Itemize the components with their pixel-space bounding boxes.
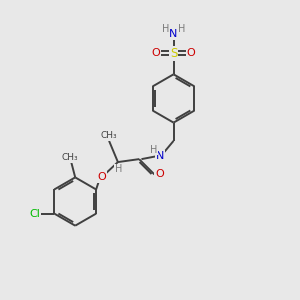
Text: H: H <box>115 164 122 174</box>
Text: O: O <box>97 172 106 182</box>
Text: O: O <box>187 48 196 58</box>
Text: H: H <box>162 24 169 34</box>
Text: O: O <box>152 48 160 58</box>
Text: H: H <box>178 24 185 34</box>
Text: N: N <box>169 29 178 39</box>
Text: CH₃: CH₃ <box>100 131 117 140</box>
Text: S: S <box>170 46 177 60</box>
Text: H: H <box>150 145 157 155</box>
Text: O: O <box>155 169 164 179</box>
Text: N: N <box>156 151 164 161</box>
Text: CH₃: CH₃ <box>61 153 78 162</box>
Text: Cl: Cl <box>30 208 40 219</box>
